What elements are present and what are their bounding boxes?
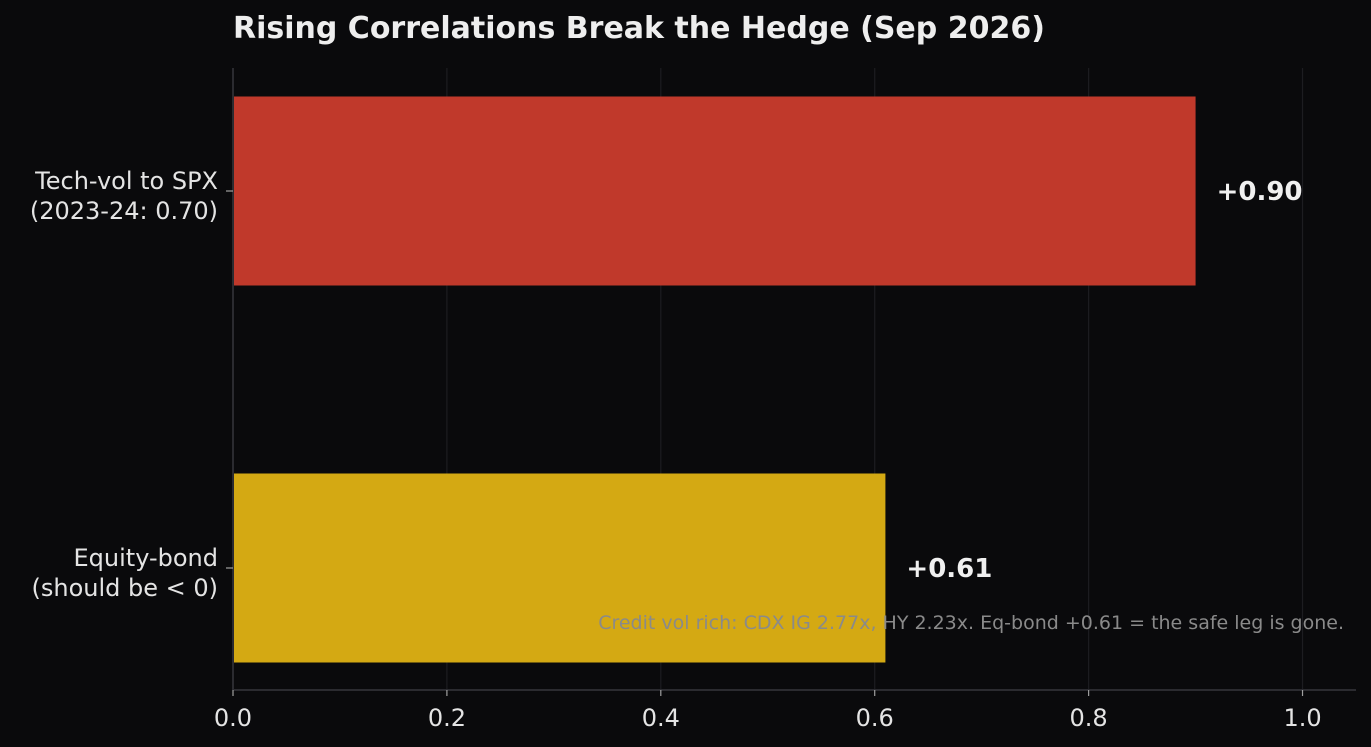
axes (226, 68, 1356, 696)
labels: +0.90 +0.61 0.0 0.2 0.4 0.6 0.8 1.0 Tech-vol to … (30, 167, 1322, 732)
category-label-1: Equity-bond (should be < 0) (31, 544, 218, 602)
x-tick-label-4: 0.8 (1070, 704, 1108, 732)
x-tick-label-0: 0.0 (214, 704, 252, 732)
x-tick-label-2: 0.4 (642, 704, 680, 732)
bars (233, 96, 1196, 663)
category-label-line: (should be < 0) (31, 574, 218, 602)
data-label-0: +0.90 (1217, 177, 1303, 207)
category-label-line: (2023-24: 0.70) (30, 197, 218, 225)
data-label-1: +0.61 (906, 554, 992, 584)
x-tick-label-5: 1.0 (1283, 704, 1321, 732)
category-label-0: Tech-vol to SPX (2023-24: 0.70) (30, 167, 218, 225)
chart-annotation: Credit vol rich: CDX IG 2.77x, HY 2.23x.… (598, 612, 1344, 634)
x-tick-label-1: 0.2 (428, 704, 466, 732)
chart-title: Rising Correlations Break the Hedge (Sep… (233, 11, 1045, 46)
category-label-line: Tech-vol to SPX (34, 167, 218, 195)
bar-1 (233, 473, 886, 663)
bar-0 (233, 96, 1196, 286)
x-tick-label-3: 0.6 (856, 704, 894, 732)
category-label-line: Equity-bond (74, 544, 219, 572)
